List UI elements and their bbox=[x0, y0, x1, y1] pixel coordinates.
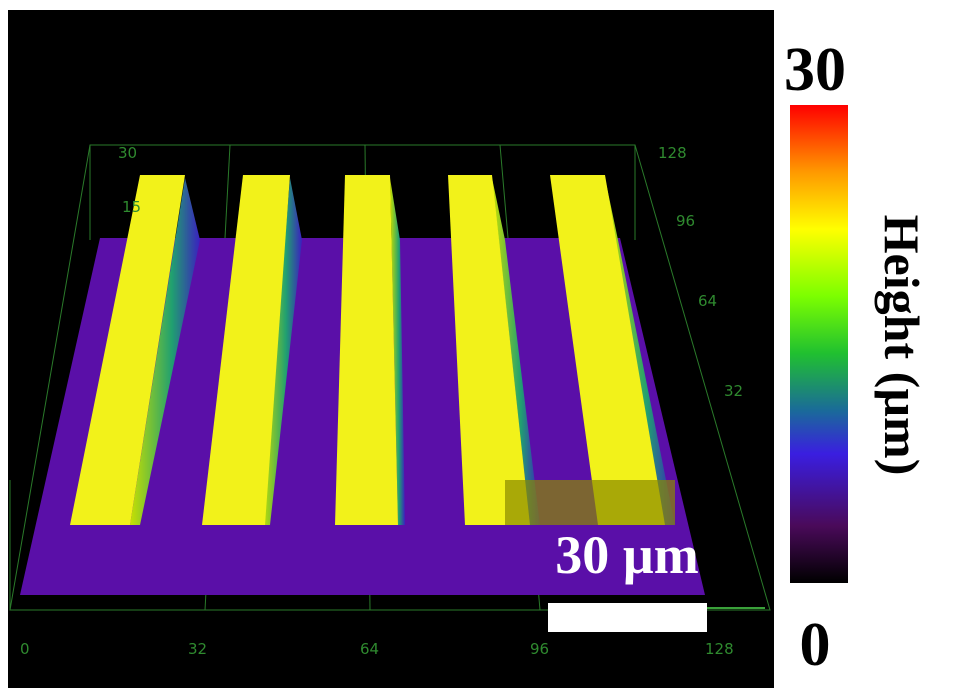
stripe-side bbox=[130, 178, 200, 525]
y-axis-label: 32 bbox=[724, 382, 743, 400]
x-axis-label: 0 bbox=[20, 640, 30, 658]
stripe bbox=[550, 175, 665, 525]
scale-bar-label: 30 µm bbox=[555, 525, 699, 585]
stripe bbox=[202, 175, 290, 525]
colorbar-min: 0 bbox=[800, 611, 831, 679]
z-axis-label: 30 bbox=[118, 144, 137, 162]
x-axis-label: 128 bbox=[705, 640, 734, 658]
colorbar-title: Height (µm) bbox=[874, 215, 930, 476]
x-axis-label: 32 bbox=[188, 640, 207, 658]
stripe-side bbox=[492, 178, 540, 525]
stripe-side bbox=[605, 178, 675, 525]
x-axis-label: 64 bbox=[360, 640, 379, 658]
colorbar bbox=[790, 105, 848, 583]
z-axis-label: 15 bbox=[122, 198, 141, 216]
stripe-side bbox=[262, 178, 302, 525]
scale-bar-backdrop bbox=[505, 480, 675, 525]
stripe bbox=[448, 175, 530, 525]
x-axis-label: 96 bbox=[530, 640, 549, 658]
colorbar-max: 30 bbox=[784, 36, 846, 104]
stripes bbox=[70, 175, 675, 525]
stripe bbox=[335, 175, 398, 525]
stripe bbox=[70, 175, 185, 525]
y-axis-label: 64 bbox=[698, 292, 717, 310]
y-axis-label: 96 bbox=[676, 212, 695, 230]
stripe-side bbox=[390, 178, 405, 525]
y-axis-label: 128 bbox=[658, 144, 687, 162]
scale-bar bbox=[548, 603, 707, 632]
